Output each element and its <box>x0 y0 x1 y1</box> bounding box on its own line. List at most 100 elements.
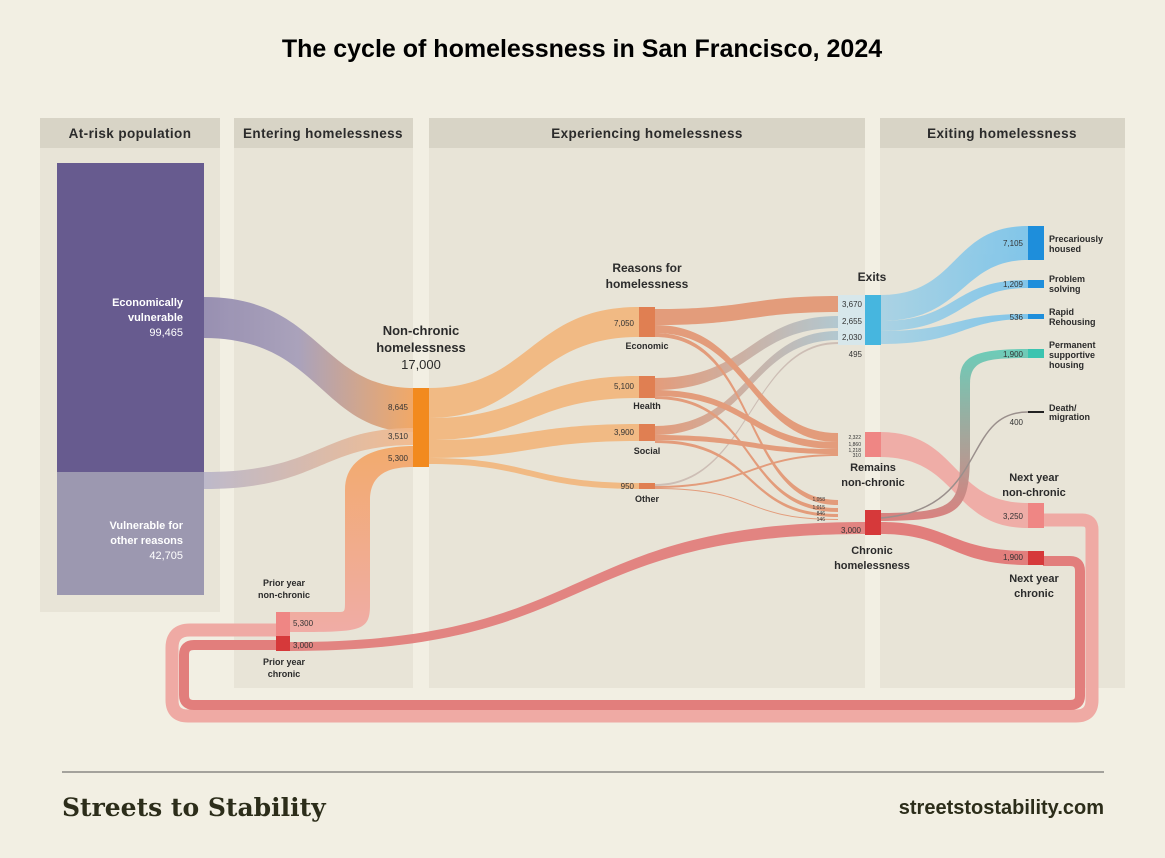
value-chronic: 3,000 <box>841 526 862 535</box>
flow-remains-next-nonchronic <box>880 432 1028 528</box>
flow-to-economic <box>429 307 639 418</box>
header-experiencing <box>429 118 865 148</box>
footer-url[interactable]: streetstostability.com <box>899 797 1104 819</box>
column-heading-experiencing: Experiencing homelessness <box>551 126 743 141</box>
label-exits: Exits <box>858 270 887 284</box>
node-social <box>639 424 655 441</box>
flow-social-remains <box>655 435 838 454</box>
label-reasons-line1: Reasons for <box>612 261 682 275</box>
label-nonchronic-line1: Non-chronic <box>383 323 460 338</box>
node-other <box>639 483 655 489</box>
value-exits-other: 495 <box>849 350 863 359</box>
value-social: 3,900 <box>614 428 635 437</box>
value-prior-nonchronic: 5,300 <box>293 619 314 628</box>
value-other: 950 <box>621 482 635 491</box>
flows-outcomes <box>655 296 838 520</box>
header-exiting <box>880 118 1125 148</box>
value-chronic-economic: 1,058 <box>812 497 825 503</box>
flow-chronic-death <box>879 411 1029 519</box>
value-exits-social: 2,030 <box>842 333 863 342</box>
node-prior-nonchronic <box>276 612 290 636</box>
value-rapid: 536 <box>1010 313 1024 322</box>
header-entering <box>234 118 413 148</box>
flow-other-to-nonchronic <box>204 428 414 489</box>
label-economic-line1: Economically <box>112 297 184 309</box>
value-death: 400 <box>1010 418 1024 427</box>
label-problem-solving-line1: Problem <box>1049 274 1085 284</box>
label-death-line2: migration <box>1049 412 1090 422</box>
label-psh-line1: Permanent <box>1049 340 1096 350</box>
node-next-chronic <box>1028 551 1044 565</box>
value-remains-social: 1,218 <box>848 448 861 454</box>
value-nonchronic-other: 3,510 <box>388 432 409 441</box>
column-heading-exiting: Exiting homelessness <box>927 126 1077 141</box>
label-next-chronic-line2: chronic <box>1014 588 1054 600</box>
label-death-line1: Death/ <box>1049 403 1077 413</box>
label-next-chronic-line1: Next year <box>1009 573 1059 585</box>
label-rapid-line2: Rehousing <box>1049 317 1096 327</box>
labels-entering: Non-chronic homelessness 17,000 8,645 3,… <box>258 323 466 679</box>
label-rapid-line1: Rapid <box>1049 307 1074 317</box>
label-problem-solving-line2: solving <box>1049 284 1081 294</box>
flow-economic-to-nonchronic <box>204 297 414 432</box>
flow-exits-precarious <box>880 226 1028 321</box>
panel-experiencing <box>429 118 865 688</box>
value-chronic-social: 846 <box>817 511 826 517</box>
value-chronic-other: 146 <box>817 517 826 523</box>
flows-exits <box>880 226 1028 344</box>
loop-nonchronic-return <box>165 513 1099 723</box>
flow-prior-chronic-to-chronic <box>290 522 865 651</box>
value-prior-chronic: 3,000 <box>293 641 314 650</box>
flow-to-social <box>429 424 639 458</box>
flow-economic-exits <box>655 296 838 325</box>
value-problem-solving: 1,209 <box>1003 280 1024 289</box>
label-remains-line2: non-chronic <box>841 477 905 489</box>
footer-brand: Streets to Stability <box>62 793 327 822</box>
node-precarious <box>1028 226 1044 260</box>
label-remains-line1: Remains <box>850 462 896 474</box>
labels-outcomes: 7,105 Precariously housed 1,209 Problem … <box>1002 234 1103 600</box>
flows-next-year <box>879 349 1029 565</box>
node-psh <box>1028 349 1044 358</box>
label-prior-chronic-line1: Prior year <box>263 657 306 667</box>
header-at-risk <box>40 118 220 148</box>
cycle-loops <box>165 513 1099 723</box>
value-next-nonchronic: 3,250 <box>1003 512 1024 521</box>
flow-to-health <box>429 376 639 440</box>
column-heading-at-risk: At-risk population <box>69 126 192 141</box>
node-next-nonchronic <box>1028 503 1044 528</box>
flow-exits-rapid <box>880 314 1028 344</box>
value-next-chronic: 1,900 <box>1003 553 1024 562</box>
value-exits-health: 2,655 <box>842 317 863 326</box>
flow-to-other <box>429 458 639 489</box>
label-chronic-line1: Chronic <box>851 545 893 557</box>
flow-health-exits <box>655 316 838 390</box>
flow-other-remains <box>655 454 838 488</box>
node-prior-chronic <box>276 636 290 651</box>
node-rapid <box>1028 314 1044 319</box>
value-remains-other: 310 <box>853 453 862 459</box>
flows-entering <box>204 297 865 651</box>
flows-reasons <box>429 307 639 489</box>
node-remains <box>865 432 881 457</box>
labels-at-risk: Economically vulnerable 99,465 Vulnerabl… <box>109 297 183 562</box>
value-economic: 7,050 <box>614 319 635 328</box>
label-other-value: 42,705 <box>149 550 183 562</box>
loop-chronic-return <box>179 556 1085 710</box>
column-heading-entering: Entering homelessness <box>243 126 403 141</box>
value-psh: 1,900 <box>1003 350 1024 359</box>
value-chronic-health: 1,015 <box>812 505 825 511</box>
node-non-chronic <box>413 388 429 467</box>
label-prior-nonchronic-line1: Prior year <box>263 578 306 588</box>
nodes <box>57 163 1044 651</box>
label-next-nonchronic-line1: Next year <box>1009 472 1059 484</box>
flow-health-remains <box>655 390 838 449</box>
labels-reasons: Reasons for homelessness 7,050 Economic … <box>606 261 689 504</box>
label-precarious-line1: Precariously <box>1049 234 1103 244</box>
node-death <box>1028 411 1044 413</box>
node-economically-vulnerable <box>57 163 204 472</box>
value-remains-health: 1,860 <box>848 442 861 448</box>
node-other-vulnerable <box>57 472 204 595</box>
value-nonchronic-economic: 8,645 <box>388 403 409 412</box>
